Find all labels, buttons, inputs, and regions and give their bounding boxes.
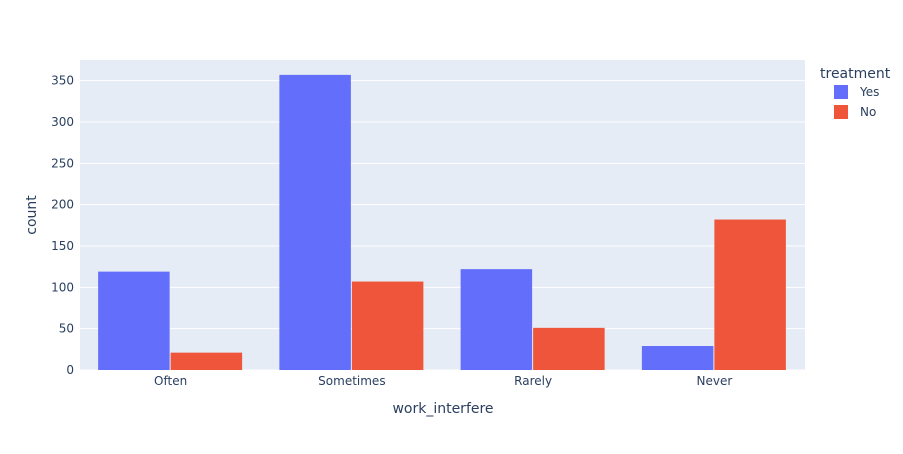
x-tick-label: Often	[154, 374, 187, 388]
x-axis-title: work_interfere	[392, 401, 493, 417]
y-tick-label: 50	[59, 322, 74, 336]
legend-swatch-no[interactable]	[834, 105, 848, 119]
bar-no-never[interactable]	[714, 219, 786, 370]
legend-swatch-yes[interactable]	[834, 85, 848, 99]
y-tick-label: 150	[51, 239, 74, 253]
legend-items: Yes No	[834, 85, 879, 119]
legend: treatment Yes No	[820, 66, 891, 119]
y-tick-label: 300	[51, 115, 74, 129]
bar-yes-never[interactable]	[641, 346, 714, 370]
x-tick-label: Sometimes	[318, 374, 385, 388]
y-tick-label: 200	[51, 198, 74, 212]
legend-title: treatment	[820, 66, 891, 82]
bar-no-often[interactable]	[170, 352, 243, 370]
y-axis-title: count	[24, 195, 40, 235]
y-tick-label: 0	[66, 363, 74, 377]
x-axis-ticks: Often Sometimes Rarely Never	[154, 374, 732, 388]
bar-yes-rarely[interactable]	[460, 269, 533, 370]
legend-label-no[interactable]: No	[860, 105, 876, 119]
bar-no-rarely[interactable]	[533, 327, 605, 370]
bar-no-sometimes[interactable]	[351, 281, 424, 370]
bars	[98, 74, 786, 370]
y-axis-ticks: 0 50 100 150 200 250 300 350	[51, 74, 74, 377]
x-tick-label: Rarely	[514, 374, 552, 388]
bar-yes-often[interactable]	[98, 271, 170, 370]
bar-yes-sometimes[interactable]	[279, 74, 351, 370]
plot-area	[80, 60, 805, 370]
y-tick-label: 350	[51, 74, 74, 88]
y-tick-label: 100	[51, 280, 74, 294]
y-tick-label: 250	[51, 156, 74, 170]
x-tick-label: Never	[696, 374, 732, 388]
legend-label-yes[interactable]: Yes	[859, 85, 879, 99]
gridlines	[80, 80, 805, 371]
